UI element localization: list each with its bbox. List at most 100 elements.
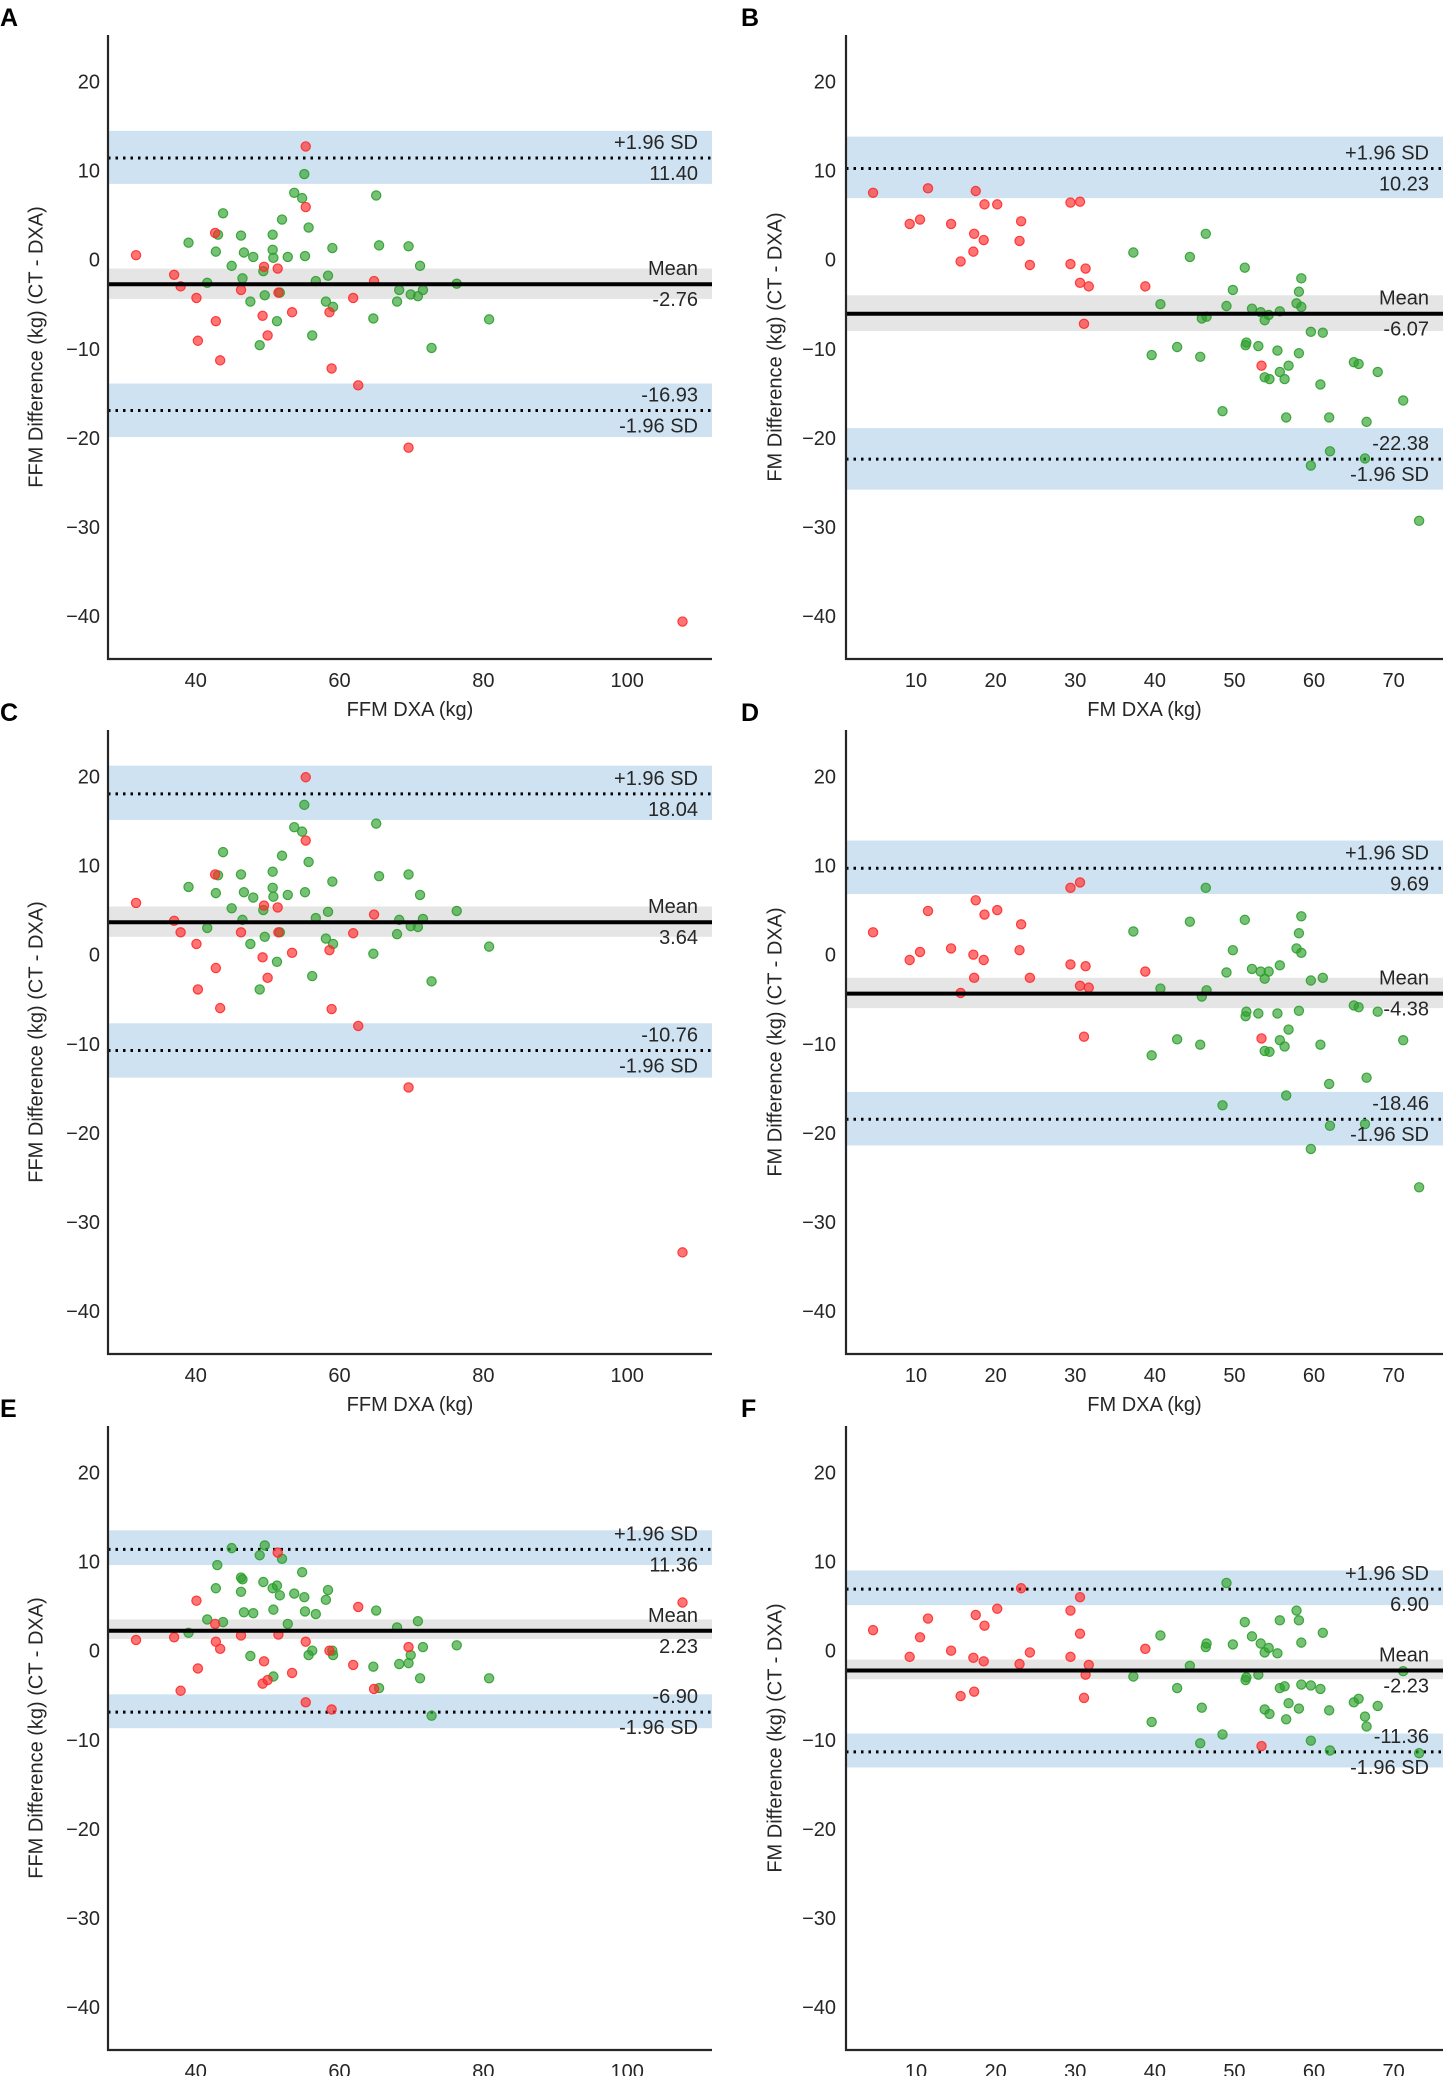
panel-letter: A [0, 4, 18, 32]
green-data-point [1293, 1615, 1305, 1626]
red-data-point [914, 946, 926, 958]
green-data-point [322, 906, 334, 918]
y-tick-label: 20 [814, 1462, 836, 1484]
mean-label: Mean [1379, 968, 1429, 990]
red-data-point [1015, 216, 1027, 227]
red-data-point [1078, 318, 1090, 330]
green-data-point [258, 1576, 269, 1588]
y-tick-label: −40 [802, 606, 836, 628]
red-data-point [992, 199, 1003, 210]
green-data-point [1128, 247, 1139, 258]
upper-loa-value: 11.36 [649, 1554, 698, 1576]
mean-label: Mean [648, 896, 698, 918]
x-tick-label: 40 [1144, 2061, 1166, 2076]
green-data-point [1413, 1182, 1425, 1193]
green-data-point [1272, 345, 1283, 356]
green-data-point [373, 240, 385, 251]
red-data-point [992, 1603, 1003, 1614]
green-data-point [271, 956, 283, 967]
red-data-point [300, 141, 311, 152]
red-data-point [192, 335, 204, 346]
green-data-point [226, 1542, 237, 1554]
y-tick-label: −10 [66, 1034, 100, 1056]
x-tick-label: 80 [472, 670, 494, 692]
green-data-point [1272, 1008, 1283, 1019]
red-data-point [1256, 360, 1267, 371]
y-tick-label: 0 [825, 1641, 836, 1663]
green-data-point [254, 340, 265, 351]
green-data-point [210, 246, 222, 257]
y-tick-label: −40 [802, 1301, 836, 1323]
green-data-point [1195, 351, 1206, 363]
red-data-point [209, 869, 221, 880]
mean-value: -2.76 [652, 289, 698, 311]
red-data-point [1074, 1628, 1086, 1639]
green-data-point [268, 1604, 279, 1615]
red-data-point [353, 380, 364, 391]
red-data-point [324, 944, 335, 956]
y-axis-label: FFM Difference (kg) (CT - DXA) [25, 206, 47, 488]
red-data-point [1065, 1651, 1076, 1663]
green-data-point [267, 866, 278, 877]
green-data-point [212, 1559, 223, 1571]
red-data-point [326, 1003, 337, 1015]
red-data-point [677, 1597, 688, 1608]
x-tick-label: 70 [1383, 2061, 1405, 2076]
green-data-point [1359, 1118, 1371, 1130]
green-data-point [1317, 327, 1329, 338]
green-data-point [1283, 1698, 1294, 1709]
green-data-point [276, 214, 288, 225]
green-data-point [322, 1584, 334, 1596]
red-data-point [1080, 961, 1091, 972]
green-data-point [373, 870, 385, 882]
upper-loa-value: 6.90 [1390, 1594, 1429, 1616]
red-data-point [978, 954, 989, 966]
green-data-point [1293, 286, 1305, 297]
red-data-point [914, 214, 926, 225]
green-data-point [320, 296, 332, 307]
red-data-point [1074, 1591, 1086, 1603]
green-data-point [235, 1586, 247, 1598]
green-data-point [259, 931, 270, 943]
y-tick-label: −30 [802, 517, 836, 539]
green-data-point [1305, 975, 1317, 986]
red-data-point [945, 218, 957, 230]
green-data-point [248, 1607, 259, 1619]
green-data-point [1293, 928, 1305, 939]
panel-letter: C [0, 699, 18, 727]
green-data-point [1353, 358, 1364, 370]
red-data-point [353, 1020, 364, 1032]
green-data-point [1413, 1747, 1425, 1759]
green-data-point [426, 342, 437, 354]
y-tick-label: −40 [66, 606, 100, 628]
mean-value: 3.64 [659, 927, 698, 949]
red-data-point [1074, 980, 1086, 992]
red-data-point [368, 1683, 380, 1695]
green-data-point [1324, 1745, 1336, 1756]
upper-loa-value: 10.23 [1379, 173, 1429, 195]
y-axis-label: FM Difference (kg) (CT - DXA) [764, 907, 786, 1176]
green-data-point [1305, 326, 1317, 338]
green-data-point [391, 296, 403, 307]
panel-a: A +1.96 SD 11.40 Mean -2.76 -16.93 -1.96 SD 20 1… [0, 4, 712, 721]
mean-value: -4.38 [1383, 999, 1429, 1021]
red-data-point [979, 909, 990, 920]
red-data-point [258, 1656, 270, 1667]
green-data-point [371, 1605, 382, 1616]
green-data-point [1128, 926, 1139, 937]
green-data-point [1171, 1034, 1183, 1045]
upper-loa-label: +1.96 SD [1345, 842, 1429, 864]
x-tick-label: 60 [1303, 2061, 1325, 2076]
green-data-point [417, 284, 429, 296]
y-tick-label: −40 [66, 1997, 100, 2019]
red-data-point [300, 201, 311, 213]
green-data-point [1280, 1090, 1292, 1101]
red-data-point [347, 928, 359, 939]
red-data-point [272, 263, 283, 274]
red-data-point [273, 287, 284, 298]
y-tick-label: −20 [66, 1123, 100, 1145]
mean-label: Mean [648, 258, 698, 280]
red-data-point [922, 905, 934, 917]
y-tick-label: 20 [814, 71, 836, 93]
green-data-point [1241, 1006, 1252, 1017]
